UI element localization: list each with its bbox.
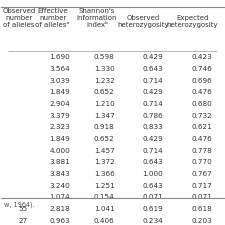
Text: w, 1964).: w, 1964). xyxy=(4,201,34,208)
